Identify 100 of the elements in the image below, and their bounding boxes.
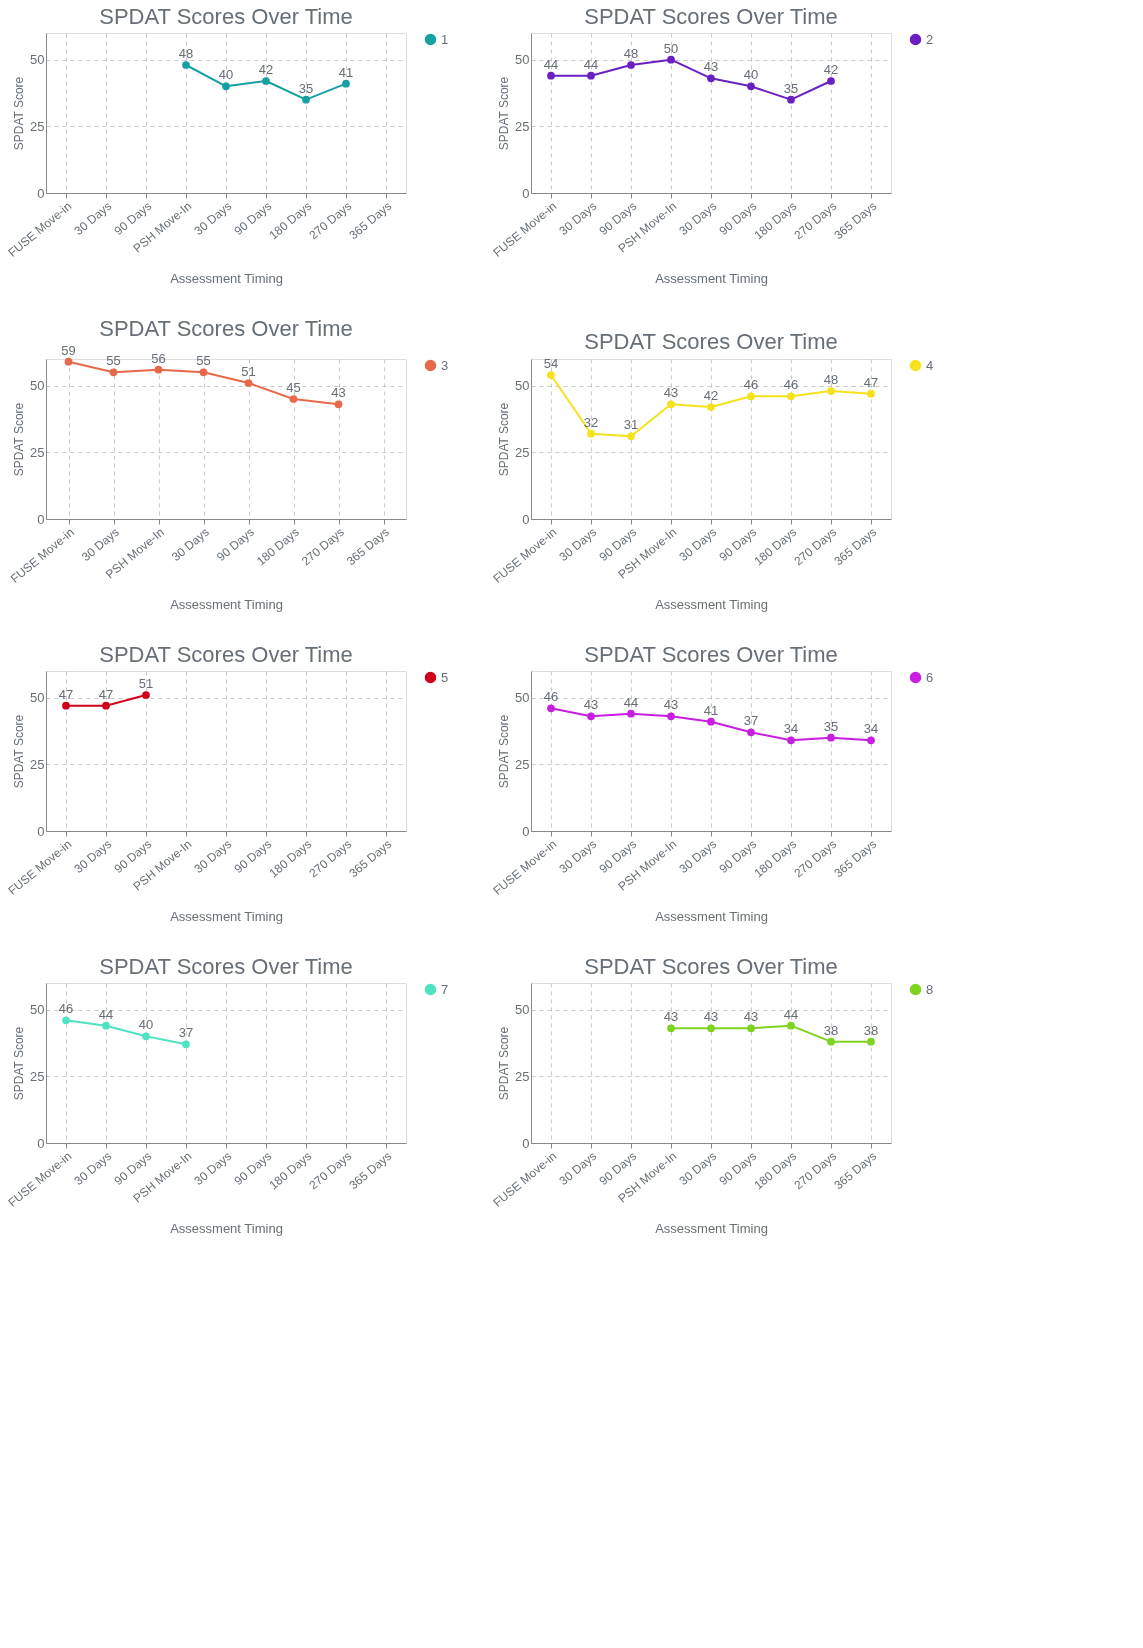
point — [707, 403, 715, 411]
legend-label: 2 — [926, 31, 934, 47]
point — [262, 77, 270, 85]
y-axis-title: SPDAT Score — [12, 76, 27, 151]
data-label: 46 — [543, 689, 559, 705]
y-axis-title: SPDAT Score — [497, 1026, 512, 1101]
data-label: 45 — [286, 380, 301, 395]
data-label: 40 — [138, 1017, 154, 1033]
point — [102, 1021, 110, 1030]
x-axis-title: Assessment Timing — [170, 271, 283, 287]
point — [827, 733, 835, 742]
point — [747, 728, 755, 737]
data-label: 47 — [58, 686, 74, 702]
point — [667, 400, 675, 409]
data-label: 46 — [743, 377, 759, 393]
point — [747, 1024, 755, 1033]
x-axis-title: Assessment Timing — [170, 909, 283, 925]
point — [627, 61, 635, 69]
data-label: 43 — [663, 697, 679, 713]
data-label: 59 — [61, 342, 76, 358]
y-tick-label: 50 — [515, 1002, 530, 1018]
point — [667, 1024, 675, 1033]
point — [182, 1040, 190, 1049]
data-label: 35 — [823, 718, 839, 734]
data-label: 44 — [623, 694, 639, 710]
point — [787, 736, 795, 745]
data-label: 42 — [823, 62, 839, 77]
data-label: 48 — [623, 46, 639, 61]
data-label: 46 — [58, 1001, 74, 1017]
y-tick-label: 25 — [515, 118, 530, 134]
y-axis-title: SPDAT Score — [497, 76, 512, 151]
point — [334, 400, 343, 409]
data-label: 34 — [783, 721, 799, 737]
y-tick-label: 50 — [30, 52, 45, 68]
y-axis-title: SPDAT Score — [12, 1026, 27, 1101]
y-axis-title: SPDAT Score — [497, 402, 512, 477]
y-tick-label: 25 — [30, 756, 45, 772]
point — [342, 79, 350, 88]
chart-title: SPDAT Scores Over Time — [584, 4, 838, 29]
data-label: 54 — [543, 356, 559, 371]
data-label: 40 — [743, 67, 759, 83]
chart-title: SPDAT Scores Over Time — [99, 4, 353, 29]
y-tick-label: 25 — [30, 444, 45, 460]
data-label: 44 — [98, 1006, 114, 1022]
point — [154, 365, 163, 374]
point — [547, 371, 555, 379]
data-label: 38 — [863, 1022, 879, 1038]
y-tick-label: 50 — [30, 378, 45, 394]
y-tick-label: 50 — [515, 378, 530, 394]
legend-label: 1 — [441, 31, 449, 47]
data-label: 47 — [98, 686, 114, 702]
legend-label: 4 — [926, 357, 934, 373]
data-label: 40 — [218, 67, 234, 83]
y-tick-label: 0 — [522, 823, 530, 839]
legend-label: 8 — [926, 981, 934, 997]
data-label: 55 — [106, 353, 121, 369]
point — [827, 1037, 835, 1046]
chart-title: SPDAT Scores Over Time — [99, 954, 353, 979]
data-label: 50 — [663, 40, 679, 56]
point — [787, 392, 795, 401]
x-axis-title: Assessment Timing — [170, 1221, 283, 1237]
point — [867, 389, 875, 398]
point — [827, 387, 835, 395]
x-axis-title: Assessment Timing — [170, 597, 283, 613]
point — [587, 712, 595, 721]
y-tick-label: 50 — [515, 52, 530, 68]
data-label: 51 — [138, 676, 154, 691]
data-label: 48 — [823, 372, 839, 387]
point — [827, 77, 835, 85]
legend-label: 7 — [441, 981, 449, 997]
y-tick-label: 0 — [522, 511, 530, 527]
data-label: 41 — [703, 702, 719, 718]
point — [64, 357, 73, 366]
data-label: 43 — [583, 697, 599, 713]
point — [244, 379, 253, 387]
point — [182, 61, 190, 69]
point — [587, 71, 595, 80]
data-label: 35 — [783, 80, 799, 96]
data-label: 38 — [823, 1022, 839, 1038]
data-label: 32 — [583, 414, 599, 430]
legend-label: 6 — [926, 669, 934, 685]
point — [627, 432, 635, 441]
data-label: 43 — [703, 1009, 719, 1025]
point — [707, 74, 715, 83]
y-tick-label: 25 — [30, 118, 45, 134]
point — [667, 712, 675, 721]
point — [867, 736, 875, 745]
data-label: 43 — [663, 1009, 679, 1025]
data-label: 41 — [338, 64, 354, 80]
point — [302, 95, 310, 104]
y-axis-title: SPDAT Score — [12, 402, 27, 477]
point — [667, 55, 675, 64]
data-label: 48 — [178, 46, 194, 61]
y-axis-title: SPDAT Score — [12, 714, 27, 789]
y-tick-label: 25 — [515, 756, 530, 772]
point — [627, 709, 635, 718]
legend-label: 5 — [441, 669, 449, 685]
chart-title: SPDAT Scores Over Time — [584, 329, 838, 354]
chart-title: SPDAT Scores Over Time — [99, 642, 353, 667]
data-label: 37 — [743, 713, 759, 729]
